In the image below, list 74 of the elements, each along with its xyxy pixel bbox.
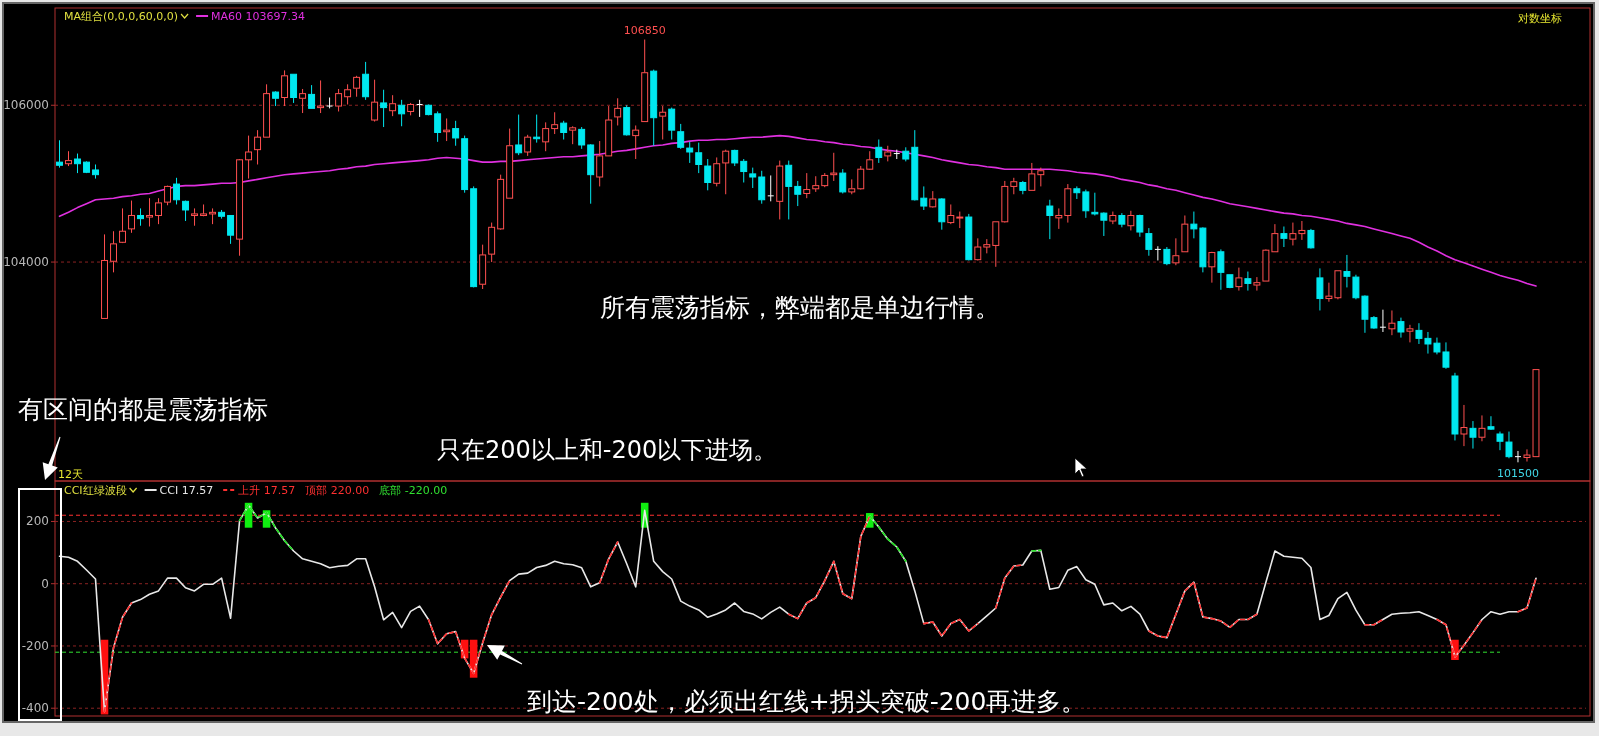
legend-label: 上升 17.57 — [238, 484, 296, 497]
candlestick — [1127, 210, 1135, 231]
candlestick — [137, 207, 144, 227]
candlestick — [56, 139, 63, 169]
candlestick — [1244, 271, 1252, 292]
candlestick — [317, 79, 325, 114]
candlestick — [1154, 245, 1162, 261]
y-tick-label: 200 — [26, 514, 49, 529]
candlestick — [1235, 267, 1243, 292]
annotation: 101500 — [1496, 467, 1539, 481]
candlestick — [1460, 404, 1468, 447]
candlestick — [380, 89, 388, 128]
annotation: 有区间的都是震荡指标 — [18, 395, 268, 424]
candlestick — [1217, 248, 1225, 291]
legend-title: MA组合(0,0,0,60,0,0) — [64, 10, 179, 23]
candlestick — [1280, 226, 1288, 248]
candlestick — [245, 135, 253, 180]
candlestick — [1406, 324, 1414, 343]
candlestick — [1307, 228, 1315, 249]
candlestick — [92, 163, 99, 180]
candlestick — [254, 129, 262, 165]
candlestick — [443, 117, 451, 142]
candlestick — [65, 150, 72, 167]
candlestick — [551, 111, 559, 135]
candlestick — [1316, 267, 1324, 311]
y-tick-label: -200 — [21, 638, 49, 653]
candlestick — [398, 99, 406, 127]
ref-line-label: 底部 -220.00 — [379, 484, 448, 497]
candlestick — [209, 207, 217, 225]
candlestick — [542, 121, 550, 152]
annotation: 对数坐标 — [1518, 12, 1562, 25]
candlestick — [1190, 211, 1198, 239]
legend-label: CCI 17.57 — [159, 484, 214, 497]
candlestick — [1172, 237, 1180, 266]
ref-line-label: 顶部 220.00 — [305, 484, 370, 497]
candlestick — [1163, 246, 1171, 266]
candlestick — [1253, 276, 1261, 292]
candlestick — [830, 152, 838, 182]
candlestick — [1379, 309, 1387, 333]
candlestick — [1073, 185, 1081, 200]
candlestick — [1001, 180, 1009, 223]
candlestick — [146, 197, 153, 228]
candlestick — [1514, 450, 1522, 463]
y-tick-label: -400 — [21, 701, 49, 716]
candlestick — [1469, 420, 1477, 450]
candlestick — [362, 61, 370, 101]
candlestick — [623, 104, 631, 136]
annotation: 12天 — [58, 468, 83, 481]
candlestick — [1451, 372, 1459, 441]
candlestick — [1145, 227, 1153, 257]
annotation: 106850 — [623, 23, 666, 37]
candlestick — [1478, 414, 1486, 442]
annotation: 所有震荡指标，弊端都是单边行情。 — [600, 293, 1000, 322]
legend-label: MA60 103697.34 — [211, 10, 306, 23]
candlestick — [659, 105, 667, 140]
legend-title: CCI红绿波段 — [64, 484, 127, 497]
candlestick — [515, 114, 523, 156]
candlestick — [1055, 207, 1063, 230]
candlestick — [911, 129, 919, 201]
candlestick — [1388, 309, 1396, 336]
candlestick — [434, 110, 442, 143]
candlestick — [218, 209, 226, 220]
annotation: 到达-200处，必须出红线+拐头突破-200再进多。 — [527, 687, 1087, 716]
candlestick — [110, 230, 117, 273]
candlestick — [767, 174, 775, 202]
y-tick-label: 106000 — [3, 98, 49, 113]
candlestick — [794, 180, 802, 207]
candlestick — [740, 158, 748, 183]
y-tick-label: 104000 — [3, 255, 49, 270]
candlestick — [857, 165, 865, 190]
y-tick-label: 0 — [41, 576, 49, 591]
candlestick — [1397, 317, 1405, 339]
annotation: 只在200以上和-200以下进场。 — [437, 436, 778, 464]
candlestick — [812, 175, 820, 193]
